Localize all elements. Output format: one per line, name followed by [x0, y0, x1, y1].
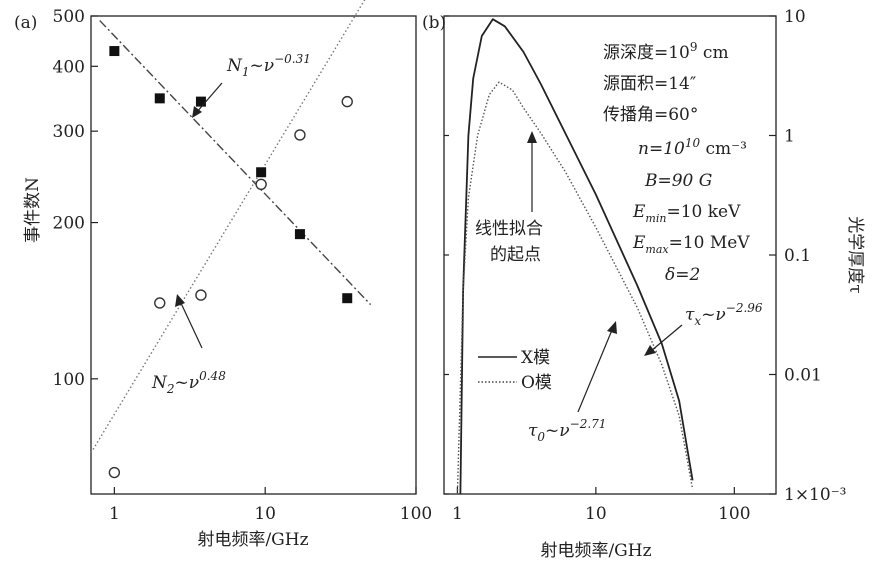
annotation-fit-start-line1: 线性拟合 — [475, 219, 543, 239]
param-source-depth: 源深度=109 cm — [603, 40, 729, 63]
panel-b-y-tick-label: 10 — [784, 7, 806, 27]
annotation-n1-text: N1~ν−0.31 — [226, 52, 311, 79]
panel-b-axes: 1 10 100 1×10⁻³ 0.01 0.1 1 10 — [444, 7, 846, 524]
panel-a-x-tick-label: 100 — [400, 504, 432, 524]
panel-a-y-tick-label: 100 — [53, 370, 85, 390]
annotation-tau-0-arrowhead — [607, 321, 617, 334]
annotation-fit-start-arrowhead — [527, 131, 537, 143]
annotation-n2-text: N2~ν0.48 — [151, 369, 226, 396]
panel-a-y-tick-label: 200 — [53, 214, 85, 234]
panel-b-label: (b) — [422, 13, 446, 33]
annotation-tau-x-text: τx~ν−2.96 — [685, 301, 763, 328]
panel-b-y-tick-label: 0.1 — [784, 246, 811, 266]
annotation-tau-0-text: τ0~ν−2.71 — [528, 417, 606, 444]
panel-a-y-tick-label: 300 — [53, 122, 85, 142]
legend: X模 O模 — [478, 348, 552, 393]
data-point-n1 — [342, 293, 353, 304]
data-point-n1 — [294, 229, 305, 240]
panel-b-x-tick-label: 10 — [585, 504, 607, 524]
legend-o-mode-label: O模 — [521, 373, 552, 393]
panel-a-y-axis-label: 事件数N — [23, 177, 43, 243]
param-density: n=1010 cm⁻³ — [638, 136, 747, 159]
panel-b-y-tick-label: 0.01 — [784, 366, 822, 386]
panel-b-x-tick-label: 100 — [718, 504, 750, 524]
parameter-block: 源深度=109 cm 源面积=14″ 传播角=60° n=1010 cm⁻³ B… — [603, 40, 750, 285]
annotation-fit-start-line2: 的起点 — [490, 245, 541, 265]
param-source-area: 源面积=14″ — [603, 74, 696, 94]
panel-a-x-tick-label: 1 — [109, 504, 120, 524]
panel-b-x-tick-label: 1 — [452, 504, 463, 524]
annotation-n2: N2~ν0.48 — [151, 294, 226, 396]
annotation-n2-arrowhead — [175, 294, 185, 307]
panel-a-x-axis-label: 射电频率/GHz — [197, 530, 308, 550]
param-emax: Emax=10 MeV — [632, 233, 750, 256]
annotation-tau-0: τ0~ν−2.71 — [528, 321, 617, 444]
annotation-tau-x-arrow — [650, 324, 683, 352]
panel-b-y-axis-label: 光学厚度τ — [845, 216, 865, 293]
legend-x-mode-label: X模 — [521, 348, 550, 368]
panel-a-y-tick-label: 500 — [53, 7, 85, 27]
param-delta: δ=2 — [665, 265, 700, 285]
data-point-n2 — [154, 297, 166, 309]
panel-b-y-tick-label: 1 — [784, 127, 795, 147]
panel-a-y-tick-label: 400 — [53, 57, 85, 77]
annotation-n1-arrow — [195, 82, 223, 114]
data-point-n2 — [195, 289, 207, 301]
panel-b-y-tick-label: 1×10⁻³ — [784, 485, 846, 505]
panel-b: 1 10 100 1×10⁻³ 0.01 0.1 1 10 (b) 射电频率/GHz 光学厚度… — [422, 7, 865, 561]
param-emin: Emin=10 keV — [632, 202, 741, 225]
panel-b-curves — [456, 18, 694, 495]
annotation-tau-x-arrowhead — [644, 345, 656, 356]
panel-a-fit-lines — [90, 0, 372, 454]
annotation-n1: N1~ν−0.31 — [192, 52, 311, 118]
data-point-n1 — [109, 46, 120, 57]
panel-a-x-tick-label: 10 — [254, 504, 276, 524]
param-propagation-angle: 传播角=60° — [603, 105, 698, 125]
panel-a-plot-frame — [90, 15, 417, 495]
panel-b-x-axis-label: 射电频率/GHz — [540, 541, 651, 561]
panel-a-label: (a) — [14, 13, 37, 33]
data-point-n2 — [341, 95, 353, 108]
annotation-n2-arrow — [179, 300, 203, 349]
fit-line-n1 — [99, 20, 372, 306]
data-point-n1 — [195, 96, 206, 107]
annotation-n1-arrowhead — [192, 106, 202, 118]
annotation-tau-0-arrow — [577, 329, 613, 413]
panel-a-data-points — [108, 46, 353, 479]
annotation-tau-x: τx~ν−2.96 — [644, 301, 763, 356]
annotation-fit-start: 线性拟合 的起点 — [475, 131, 543, 265]
curve-x-mode — [459, 18, 694, 495]
panel-a-axes: 1 10 100 100 200 300 400 500 — [53, 7, 433, 524]
data-point-n1 — [256, 167, 267, 178]
data-point-n2 — [294, 129, 306, 141]
param-magnetic-field: B=90 G — [644, 171, 712, 191]
data-point-n2 — [108, 466, 121, 479]
data-point-n2 — [255, 178, 267, 191]
data-point-n1 — [154, 93, 165, 104]
